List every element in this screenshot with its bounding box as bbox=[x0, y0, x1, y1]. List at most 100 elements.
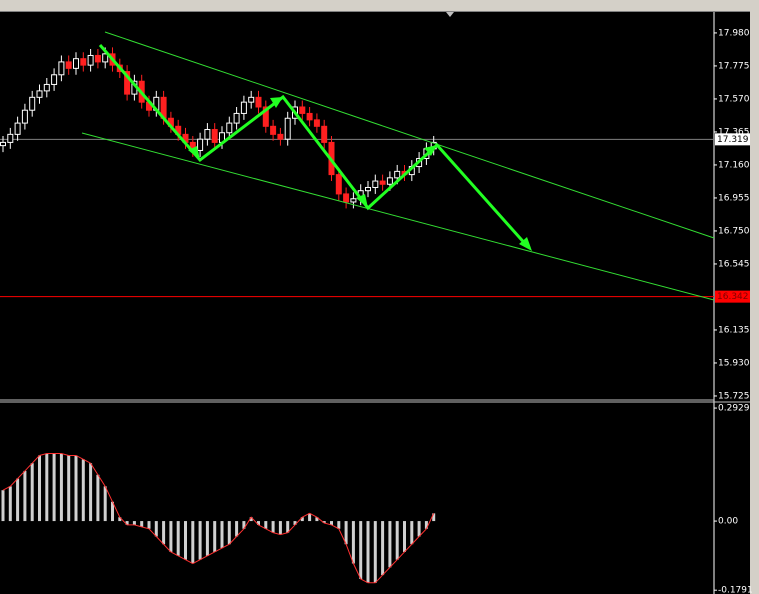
y-tick-label: 17.980 bbox=[718, 28, 750, 38]
histogram-bar bbox=[89, 463, 93, 522]
histogram-bar bbox=[205, 521, 209, 556]
y-tick-label: 17.775 bbox=[718, 61, 750, 71]
y-tick-label: 17.570 bbox=[718, 94, 750, 104]
price-label-box bbox=[715, 290, 750, 303]
histogram-bar bbox=[300, 517, 304, 522]
y-tick-label: 0.2929 bbox=[718, 404, 750, 414]
histogram-bar bbox=[293, 521, 297, 525]
histogram-bar bbox=[30, 463, 34, 522]
histogram-bar bbox=[132, 521, 136, 525]
y-tick-label: 16.135 bbox=[718, 325, 750, 335]
candle-body bbox=[36, 90, 43, 98]
histogram-bar bbox=[96, 474, 100, 522]
candle-body bbox=[197, 138, 204, 151]
histogram-bar bbox=[125, 521, 129, 525]
candle-body bbox=[0, 141, 6, 147]
histogram-bar bbox=[220, 521, 224, 549]
histogram-bar bbox=[264, 521, 268, 529]
histogram-bar bbox=[432, 513, 436, 522]
price-label-box bbox=[715, 133, 750, 146]
candle-body bbox=[386, 177, 393, 185]
histogram-bar bbox=[337, 521, 341, 529]
arrowhead bbox=[424, 145, 437, 156]
histogram-bar bbox=[191, 521, 195, 564]
candle-body bbox=[65, 61, 72, 69]
histogram-bar bbox=[330, 521, 333, 525]
histogram-bar bbox=[176, 521, 180, 556]
y-tick-label: -0.1791 bbox=[718, 586, 753, 594]
candle-body bbox=[94, 54, 101, 63]
candle-body bbox=[226, 122, 233, 134]
histogram-bar bbox=[373, 521, 377, 583]
histogram-bar bbox=[16, 478, 20, 522]
histogram-bar bbox=[359, 521, 363, 579]
histogram-bar bbox=[74, 455, 78, 522]
candle-body bbox=[255, 96, 262, 108]
candle-body bbox=[51, 74, 58, 85]
candle-body bbox=[21, 109, 28, 124]
histogram-bar bbox=[366, 521, 370, 583]
y-tick-label: 15.725 bbox=[718, 391, 750, 401]
histogram-bar bbox=[417, 521, 421, 537]
histogram-bar bbox=[184, 521, 187, 560]
histogram-bar bbox=[52, 453, 56, 522]
histogram-bar bbox=[38, 455, 41, 522]
histogram-bar bbox=[213, 521, 217, 552]
histogram-bar bbox=[286, 521, 290, 533]
candle-body bbox=[372, 180, 379, 188]
histogram-bar bbox=[67, 455, 71, 522]
histogram-bar bbox=[198, 521, 202, 560]
histogram-bar bbox=[45, 453, 49, 522]
histogram-bar bbox=[403, 521, 406, 552]
histogram-bar bbox=[118, 517, 122, 522]
candle-body bbox=[299, 106, 306, 114]
toolbar bbox=[0, 0, 750, 12]
candle-body bbox=[204, 129, 211, 140]
wave-arrow bbox=[98, 44, 530, 248]
candle-body bbox=[124, 71, 131, 95]
candle-body bbox=[321, 125, 328, 143]
arrowhead bbox=[356, 194, 368, 208]
y-tick-label: 16.545 bbox=[718, 259, 750, 269]
histogram-bar bbox=[235, 521, 239, 537]
price-label: 17.319 bbox=[717, 135, 749, 145]
y-tick-label: 16.955 bbox=[718, 193, 750, 203]
histogram-bar bbox=[351, 521, 355, 564]
histogram-bar bbox=[1, 490, 5, 522]
histogram-bar bbox=[59, 453, 63, 522]
price-label: 16.342 bbox=[717, 292, 749, 302]
window-edge bbox=[750, 0, 759, 594]
arrowhead bbox=[188, 146, 200, 160]
histogram-bar bbox=[162, 521, 166, 545]
y-tick-label: 16.750 bbox=[718, 226, 750, 236]
histogram-bar bbox=[242, 521, 246, 529]
candle-body bbox=[58, 61, 65, 76]
histogram-bar bbox=[278, 521, 282, 535]
candle-body bbox=[29, 96, 36, 111]
candle-body bbox=[335, 174, 342, 195]
y-tick-label: 17.160 bbox=[718, 160, 750, 170]
toolbar-edge bbox=[0, 11, 750, 12]
histogram-bar bbox=[103, 486, 107, 522]
candle-body bbox=[277, 133, 284, 140]
histogram-line bbox=[2, 453, 435, 584]
candle-body bbox=[284, 117, 291, 140]
histogram-bar bbox=[271, 521, 275, 533]
histogram-bar bbox=[308, 513, 312, 522]
candle-body bbox=[80, 58, 87, 66]
histogram-bar bbox=[410, 521, 414, 545]
candle-body bbox=[365, 186, 371, 192]
candle-body bbox=[394, 170, 401, 179]
y-tick-label: 17.365 bbox=[718, 127, 750, 137]
histogram-bar bbox=[227, 521, 231, 545]
histogram-bar bbox=[169, 521, 173, 552]
histogram-bar bbox=[344, 521, 348, 545]
candle-body bbox=[7, 133, 14, 143]
y-tick-label: 0.00 bbox=[718, 517, 738, 527]
channel-line bbox=[104, 31, 715, 239]
candle-body bbox=[43, 83, 50, 92]
histogram-bar bbox=[8, 486, 12, 522]
histogram-bar bbox=[315, 517, 319, 522]
candle-body bbox=[73, 58, 79, 69]
